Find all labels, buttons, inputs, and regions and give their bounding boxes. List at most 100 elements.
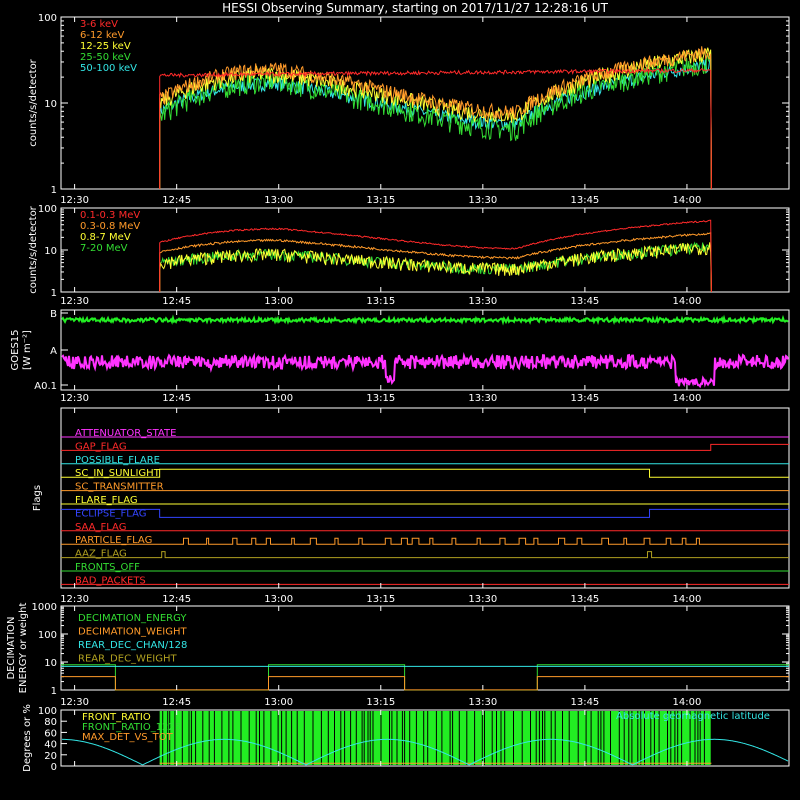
- y-axis-label: Degrees or %: [22, 704, 33, 772]
- y-tick-label: A: [50, 346, 57, 357]
- flag-label: PARTICLE_FLAG: [75, 535, 152, 546]
- legend-label: DECIMATION_WEIGHT: [78, 627, 187, 638]
- y-tick-label: 40: [44, 740, 57, 751]
- y-tick-label: 20: [44, 751, 57, 762]
- x-tick-label: 13:30: [468, 697, 497, 708]
- x-tick-label: 12:45: [162, 195, 191, 206]
- y-axis-label: counts/s/detector: [28, 58, 39, 146]
- y-tick-label: 100: [38, 204, 57, 215]
- latitude-label: Absolute geomagnetic latitude: [616, 711, 770, 722]
- flag-line: [61, 537, 789, 545]
- legend-label: 0.8-7 MeV: [80, 232, 131, 243]
- x-tick-label: 13:00: [264, 195, 293, 206]
- y-tick-label: 1: [51, 288, 57, 299]
- x-tick-label: 13:15: [366, 296, 395, 307]
- flag-label: FRONTS_OFF: [75, 562, 140, 573]
- x-tick-label: 12:30: [60, 195, 89, 206]
- x-tick-label: 13:00: [264, 697, 293, 708]
- series-line: [159, 232, 712, 293]
- y-tick-label: 10: [44, 99, 57, 110]
- legend-label: 7-20 MeV: [80, 243, 128, 254]
- series-line: [159, 67, 712, 190]
- chart-title: HESSI Observing Summary, starting on 201…: [222, 1, 608, 15]
- x-tick-label: 13:00: [264, 393, 293, 404]
- y-tick-label: 60: [44, 728, 57, 739]
- y-tick-label: 1: [51, 185, 57, 196]
- flag-line: [61, 443, 789, 451]
- x-tick-label: 12:30: [60, 697, 89, 708]
- flag-label: SC_TRANSMITTER: [75, 482, 164, 493]
- legend-label: 12-25 keV: [80, 41, 131, 52]
- x-tick-label: 12:30: [60, 393, 89, 404]
- x-tick-label: 13:00: [264, 296, 293, 307]
- y-axis-label: counts/s/detector: [28, 205, 39, 293]
- x-tick-label: 13:45: [570, 296, 599, 307]
- series-line: [159, 219, 712, 293]
- x-tick-label: 14:00: [673, 697, 702, 708]
- x-tick-label: 13:00: [264, 594, 293, 605]
- x-tick-label: 13:30: [468, 594, 497, 605]
- y-tick-label: 10: [44, 246, 57, 257]
- x-tick-label: 13:45: [570, 697, 599, 708]
- y-tick-label: 1000: [32, 602, 57, 613]
- x-tick-label: 13:15: [366, 594, 395, 605]
- y-tick-label: 100: [38, 13, 57, 24]
- y-axis-label-units: [W m⁻²]: [22, 330, 33, 370]
- series-line: [61, 664, 789, 691]
- flag-label: ATTENUATOR_STATE: [75, 428, 176, 439]
- y-tick-label: A0.1: [34, 381, 57, 392]
- x-tick-label: 12:45: [162, 393, 191, 404]
- y-tick-label: 1: [51, 686, 57, 697]
- legend-label: FRONT_RATIO: [82, 712, 151, 723]
- flag-label: SC_IN_SUNLIGHT: [75, 468, 161, 479]
- x-tick-label: 13:45: [570, 195, 599, 206]
- flag-label: POSSIBLE_FLARE: [75, 455, 160, 466]
- flag-line: [61, 468, 789, 478]
- series-line: [61, 676, 789, 691]
- flag-label: GAP_FLAG: [75, 441, 127, 452]
- y-axis-label-2: ENERGY or weight: [18, 603, 29, 694]
- x-tick-label: 12:45: [162, 697, 191, 708]
- x-tick-label: 12:45: [162, 296, 191, 307]
- flag-label: ECLIPSE_FLAG: [75, 508, 146, 519]
- legend-label: FRONT_RATIO_1225: [82, 722, 181, 733]
- panel-frame-ratio: [60, 709, 790, 767]
- x-tick-label: 14:00: [673, 195, 702, 206]
- x-tick-label: 12:30: [60, 296, 89, 307]
- x-tick-label: 14:00: [673, 393, 702, 404]
- x-tick-label: 12:30: [60, 594, 89, 605]
- series-line: [61, 738, 789, 766]
- flag-label: SAA_FLAG: [75, 522, 126, 533]
- x-tick-label: 14:00: [673, 594, 702, 605]
- legend-label: DECIMATION_ENERGY: [78, 613, 187, 624]
- flag-label: BAD_PACKETS: [75, 575, 146, 586]
- series-line: [159, 46, 712, 190]
- panel-frame-flags: [60, 407, 790, 589]
- x-tick-label: 14:00: [673, 296, 702, 307]
- series-line: [61, 314, 789, 326]
- y-tick-label: 100: [38, 706, 57, 717]
- y-tick-label: 80: [44, 717, 57, 728]
- legend-label: 50-100 keV: [80, 63, 137, 74]
- y-axis-label: DECIMATION: [6, 616, 17, 679]
- x-tick-label: 13:30: [468, 296, 497, 307]
- legend-label: REAR_DEC_CHAN/128: [78, 640, 187, 651]
- legend-label: REAR_DEC_WEIGHT: [78, 654, 177, 665]
- x-tick-label: 13:45: [570, 594, 599, 605]
- x-tick-label: 13:15: [366, 697, 395, 708]
- x-tick-label: 13:45: [570, 393, 599, 404]
- y-tick-label: B: [50, 309, 57, 320]
- x-tick-label: 13:15: [366, 195, 395, 206]
- y-tick-label: 10: [44, 658, 57, 669]
- x-tick-label: 13:30: [468, 195, 497, 206]
- y-axis-label: GOES15: [10, 329, 21, 370]
- y-tick-label: 0: [51, 762, 57, 773]
- x-tick-label: 12:45: [162, 594, 191, 605]
- legend-label: 0.1-0.3 MeV: [80, 210, 140, 221]
- legend-label: 0.3-0.8 MeV: [80, 221, 140, 232]
- series-line: [61, 352, 789, 389]
- flag-label: FLARE_FLAG: [75, 495, 138, 506]
- y-axis-label: Flags: [32, 485, 43, 511]
- y-tick-label: 100: [38, 630, 57, 641]
